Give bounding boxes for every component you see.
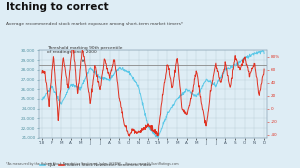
Text: Itching to correct: Itching to correct xyxy=(6,2,109,12)
Text: Threshold marking 90th percentile
of readings since 2000: Threshold marking 90th percentile of rea… xyxy=(47,46,122,62)
Legend: DJIA, Hulbert Stock Newsletter Sentiment Index: DJIA, Hulbert Stock Newsletter Sentiment… xyxy=(39,162,153,168)
Text: Average recommended stock market exposure among short-term market timers*: Average recommended stock market exposur… xyxy=(6,22,183,26)
Text: *As measured by the Hubert Stock Newsletter Sentiment Index (HSNSI)    Source: w: *As measured by the Hubert Stock Newslet… xyxy=(6,162,178,166)
